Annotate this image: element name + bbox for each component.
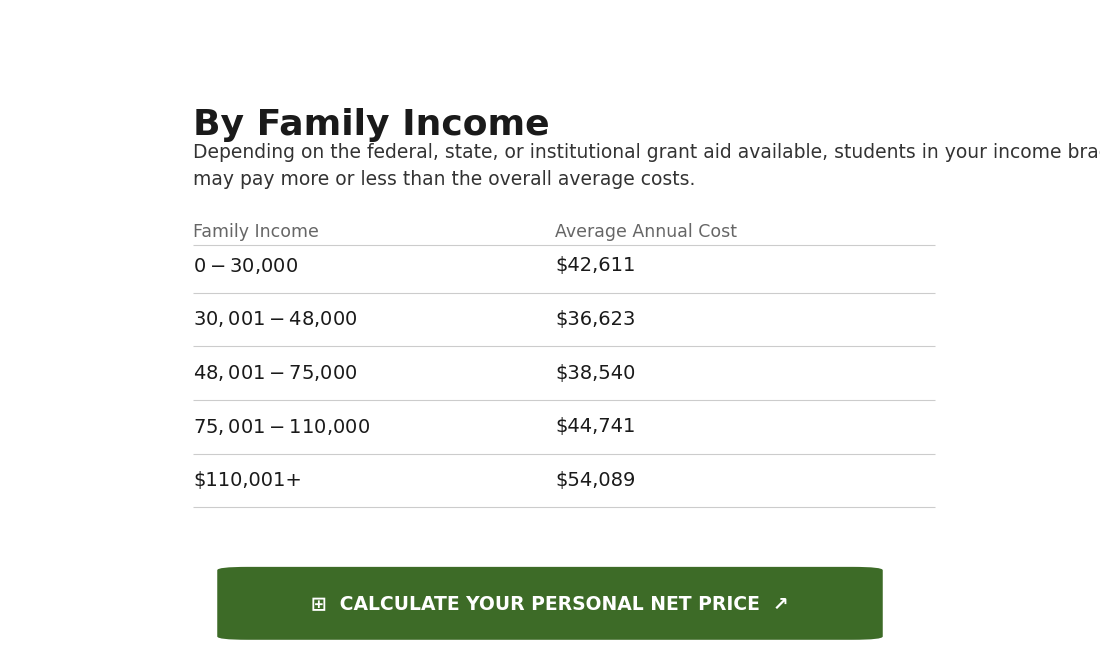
Text: $110,001+: $110,001+ xyxy=(192,471,301,490)
Text: Depending on the federal, state, or institutional grant aid available, students : Depending on the federal, state, or inst… xyxy=(192,143,1100,189)
Text: $44,741: $44,741 xyxy=(556,417,636,436)
Text: $38,540: $38,540 xyxy=(556,363,636,383)
Text: $30,001-$48,000: $30,001-$48,000 xyxy=(192,310,358,330)
Text: $42,611: $42,611 xyxy=(556,257,636,275)
Text: $48,001-$75,000: $48,001-$75,000 xyxy=(192,363,358,383)
Text: ⊞  CALCULATE YOUR PERSONAL NET PRICE  ↗: ⊞ CALCULATE YOUR PERSONAL NET PRICE ↗ xyxy=(311,594,789,613)
Text: Family Income: Family Income xyxy=(192,223,319,241)
Text: $54,089: $54,089 xyxy=(556,471,636,490)
Text: $36,623: $36,623 xyxy=(556,310,636,329)
FancyBboxPatch shape xyxy=(218,567,882,640)
Text: Average Annual Cost: Average Annual Cost xyxy=(556,223,737,241)
Text: $75,001-$110,000: $75,001-$110,000 xyxy=(192,417,370,437)
Text: By Family Income: By Family Income xyxy=(192,107,550,142)
Text: $0-$30,000: $0-$30,000 xyxy=(192,256,298,276)
